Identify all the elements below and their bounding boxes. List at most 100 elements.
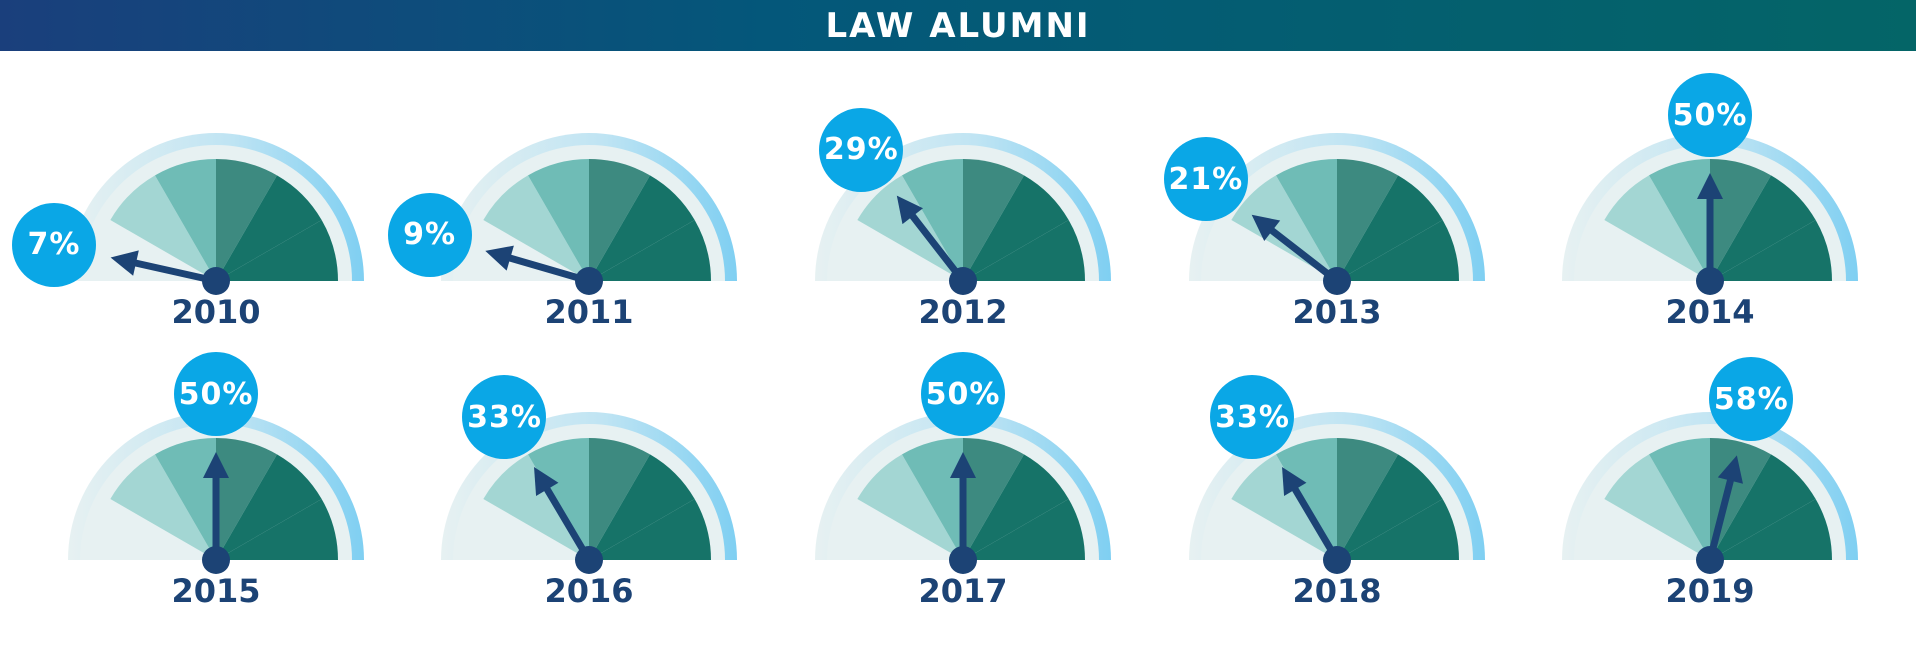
gauge-segment-3 [589, 438, 650, 560]
gauge-segment-4 [216, 175, 322, 281]
gauge-segment-3 [1710, 438, 1771, 560]
gauge-dial [441, 412, 737, 574]
gauge-2017: 50% 2017 [793, 339, 1133, 629]
gauge-segment-4 [963, 454, 1069, 560]
year-label: 2015 [171, 572, 261, 610]
gauge-segment-4b [589, 220, 711, 281]
needle-arrowhead [203, 452, 229, 478]
gauge-2013: 21% 2013 [1163, 60, 1507, 350]
gauge-segment-4b [216, 499, 338, 560]
gauge-dial [1562, 412, 1858, 574]
gauge-segment-1 [110, 175, 216, 281]
gauge-2016: 33% 2016 [419, 339, 759, 629]
gauge-segment-3 [216, 159, 277, 281]
needle-arrowhead [534, 467, 559, 497]
gauge-segment-3 [589, 159, 650, 281]
needle-arrowhead [110, 250, 139, 276]
gauge-segment-4 [963, 175, 1069, 281]
gauge-segment-3 [1337, 438, 1398, 560]
year-label: 2018 [1292, 572, 1382, 610]
gauge-segment-4 [216, 454, 322, 560]
year-label: 2010 [171, 293, 261, 331]
page-title: LAW ALUMNI [825, 5, 1091, 46]
value-bubble: 33% [1210, 375, 1295, 460]
gauge-segment-1 [1604, 175, 1710, 281]
needle-arrowhead [1251, 214, 1281, 242]
gauge-dial [1189, 412, 1485, 574]
gauge-2015: 50% 2015 [46, 339, 386, 629]
value-bubble: 29% [819, 107, 904, 192]
gauge-segment-1 [483, 454, 589, 560]
gauge-2012: 29% 2012 [793, 60, 1133, 350]
gauge-segment-1 [857, 175, 963, 281]
gauge-segment-3 [963, 438, 1024, 560]
needle-arrowhead [1697, 173, 1723, 199]
gauge-2014: 50% 2014 [1540, 60, 1880, 350]
gauge-segment-4b [216, 220, 338, 281]
gauge-segment-4b [963, 220, 1085, 281]
needle-hub [949, 267, 977, 295]
year-label: 2017 [918, 572, 1008, 610]
gauge-dial [1562, 133, 1858, 295]
year-label: 2012 [918, 293, 1008, 331]
needle-hub [575, 267, 603, 295]
gauge-segment-1 [857, 454, 963, 560]
gauge-segment-2 [902, 159, 963, 281]
needle-arrowhead [485, 245, 514, 271]
gauge-segment-4b [1337, 220, 1459, 281]
needle-hub [949, 546, 977, 574]
gauge-segment-4b [1337, 499, 1459, 560]
needle-arrowhead [1717, 455, 1743, 484]
gauge-segment-4b [1710, 499, 1832, 560]
gauge-segment-4b [963, 499, 1085, 560]
year-label: 2013 [1292, 293, 1382, 331]
value-bubble: 50% [921, 352, 1005, 436]
gauge-segment-4 [1337, 175, 1443, 281]
needle-hub [1696, 546, 1724, 574]
gauge-dial [441, 133, 737, 295]
gauge-segment-4 [1337, 454, 1443, 560]
needle-hub [202, 546, 230, 574]
gauge-segment-2 [902, 438, 963, 560]
gauge-segment-1 [483, 175, 589, 281]
gauge-segment-1 [1231, 175, 1337, 281]
gauge-segment-4 [589, 454, 695, 560]
gauge-segment-1 [110, 454, 216, 560]
gauge-segment-1 [1604, 454, 1710, 560]
gauge-segment-2 [155, 438, 216, 560]
gauge-segment-1 [1231, 454, 1337, 560]
gauge-2019: 58% 2019 [1540, 339, 1880, 629]
needle-hub [1696, 267, 1724, 295]
gauge-segment-4b [1710, 220, 1832, 281]
gauge-segment-2 [528, 159, 589, 281]
needle-arrowhead [896, 195, 924, 225]
value-bubble: 9% [387, 192, 472, 277]
gauge-segment-3 [216, 438, 277, 560]
value-bubble: 50% [1668, 73, 1752, 157]
gauge-dial [1189, 133, 1485, 295]
gauge-segment-2 [155, 159, 216, 281]
gauge-2011: 9% 2011 [387, 60, 759, 350]
year-label: 2011 [544, 293, 634, 331]
title-banner: LAW ALUMNI [0, 0, 1916, 51]
gauge-segment-3 [1337, 159, 1398, 281]
gauge-segment-2 [1276, 159, 1337, 281]
needle-arrowhead [950, 452, 976, 478]
value-bubble: 58% [1709, 357, 1794, 442]
gauge-segment-3 [1710, 159, 1771, 281]
gauge-dial [815, 412, 1111, 574]
gauge-segment-2 [1649, 438, 1710, 560]
gauge-2018: 33% 2018 [1167, 339, 1507, 629]
needle-hub [202, 267, 230, 295]
value-bubble: 33% [462, 375, 547, 460]
gauge-segment-4 [1710, 454, 1816, 560]
gauge-segment-2 [1649, 159, 1710, 281]
value-bubble: 50% [174, 352, 258, 436]
gauge-segment-4b [589, 499, 711, 560]
gauge-segment-4 [1710, 175, 1816, 281]
needle-arrowhead [1282, 467, 1307, 497]
gauge-dial [68, 133, 364, 295]
gauge-2010: 7% 2010 [12, 60, 386, 350]
gauge-segment-4 [589, 175, 695, 281]
